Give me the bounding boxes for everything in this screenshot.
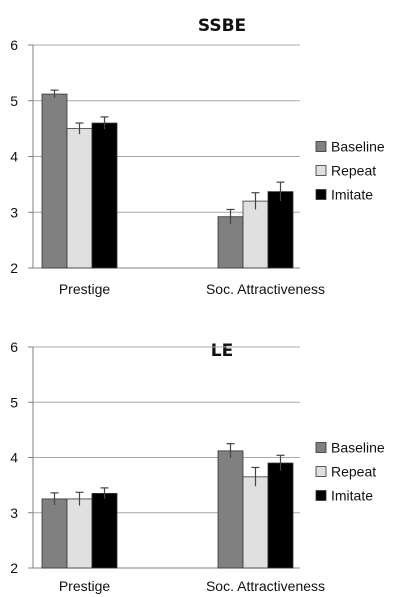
category-label: Prestige [59, 578, 111, 594]
bar-imitate [267, 191, 294, 269]
bar-imitate [267, 462, 294, 569]
legend-label-repeat: Repeat [331, 163, 376, 179]
y-tick-label: 4 [10, 149, 18, 165]
category-label: Prestige [59, 281, 111, 297]
legend-label-baseline: Baseline [331, 139, 385, 155]
legend-label-imitate: Imitate [331, 187, 373, 203]
y-tick-label: 5 [10, 394, 18, 410]
legend-swatch-imitate [315, 189, 327, 200]
y-tick-label: 3 [10, 505, 18, 521]
y-tick-label: 5 [10, 93, 18, 109]
bar-repeat [242, 476, 269, 569]
y-tick-label: 4 [10, 450, 18, 466]
y-tick-label: 2 [10, 560, 18, 576]
legend-label-repeat: Repeat [331, 464, 376, 480]
legend-label-imitate: Imitate [331, 488, 373, 504]
category-label: Soc. Attractiveness [206, 281, 325, 297]
bar-repeat [66, 128, 93, 269]
legend-label-baseline: Baseline [331, 440, 385, 456]
chart-le: LE 2 3 4 5 6 Prestige Soc. Attractiveness Baseli… [0, 300, 409, 597]
bar-baseline [217, 450, 244, 569]
legend-swatch-repeat [315, 466, 327, 477]
legend-swatch-imitate [315, 490, 327, 501]
y-tick-label: 6 [10, 37, 18, 53]
chart-title: LE [211, 341, 233, 361]
bar-repeat [66, 498, 93, 569]
legend-swatch-repeat [315, 165, 327, 176]
bar-imitate [91, 122, 118, 269]
y-tick-label: 6 [10, 339, 18, 355]
chart-ssbe-svg: SSBE 2 3 4 5 6 Prestige Soc. Attractiveness Base… [10, 16, 385, 297]
chart-le-svg: LE 2 3 4 5 6 Prestige Soc. Attractiveness Baseli… [10, 339, 385, 594]
bar-repeat [242, 200, 269, 269]
legend-swatch-baseline [315, 442, 327, 453]
y-tick-label: 2 [10, 260, 18, 276]
chart-title: SSBE [198, 16, 246, 36]
bar-imitate [91, 493, 118, 569]
y-tick-label: 3 [10, 204, 18, 220]
legend-swatch-baseline [315, 141, 327, 152]
bar-baseline [217, 216, 244, 269]
bar-baseline [41, 498, 68, 569]
category-label: Soc. Attractiveness [206, 578, 325, 594]
bar-baseline [41, 93, 68, 269]
chart-ssbe: SSBE 2 3 4 5 6 Prestige Soc. Attractiveness Base… [10, 16, 385, 297]
